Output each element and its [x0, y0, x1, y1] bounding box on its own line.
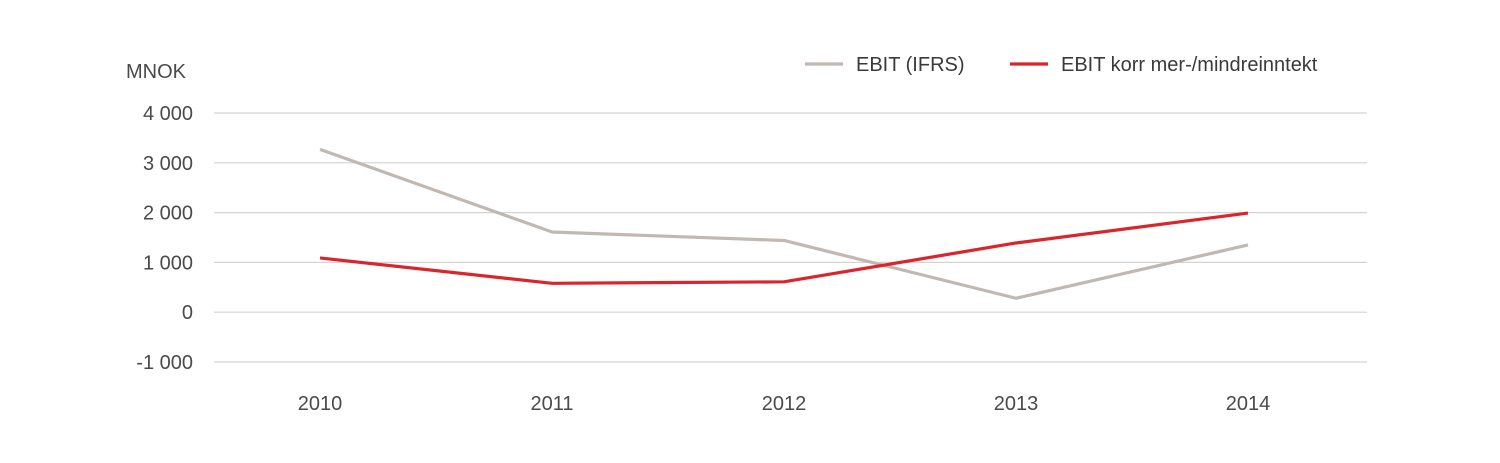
y-tick-label: 1 000	[143, 252, 193, 274]
y-tick-label: 0	[182, 302, 193, 324]
x-tick-label: 2013	[994, 393, 1039, 415]
x-tick-label: 2014	[1226, 393, 1271, 415]
series-line-ebit-korr	[319, 211, 1249, 285]
x-tick-label: 2010	[298, 393, 343, 415]
y-axis-unit-label: MNOK	[126, 61, 187, 83]
legend-label-ebit-ifrs: EBIT (IFRS)	[856, 54, 965, 76]
x-axis-tick-labels: 2010 2011 2012 2013 2014	[298, 393, 1271, 415]
series-lines	[319, 147, 1249, 300]
y-tick-label: 3 000	[143, 153, 193, 175]
x-tick-label: 2012	[762, 393, 807, 415]
legend: EBIT (IFRS) EBIT korr mer-/mindreinntekt	[805, 54, 1318, 76]
y-tick-label: 2 000	[143, 203, 193, 225]
gridlines	[214, 112, 1367, 363]
y-tick-label: 4 000	[143, 103, 193, 125]
legend-label-ebit-korr: EBIT korr mer-/mindreinntekt	[1061, 54, 1318, 76]
y-axis-tick-labels: 4 000 3 000 2 000 1 000 0 -1 000	[136, 103, 193, 374]
y-tick-label: -1 000	[136, 352, 193, 374]
x-tick-label: 2011	[530, 393, 573, 415]
series-line-ebit-ifrs	[319, 147, 1249, 300]
